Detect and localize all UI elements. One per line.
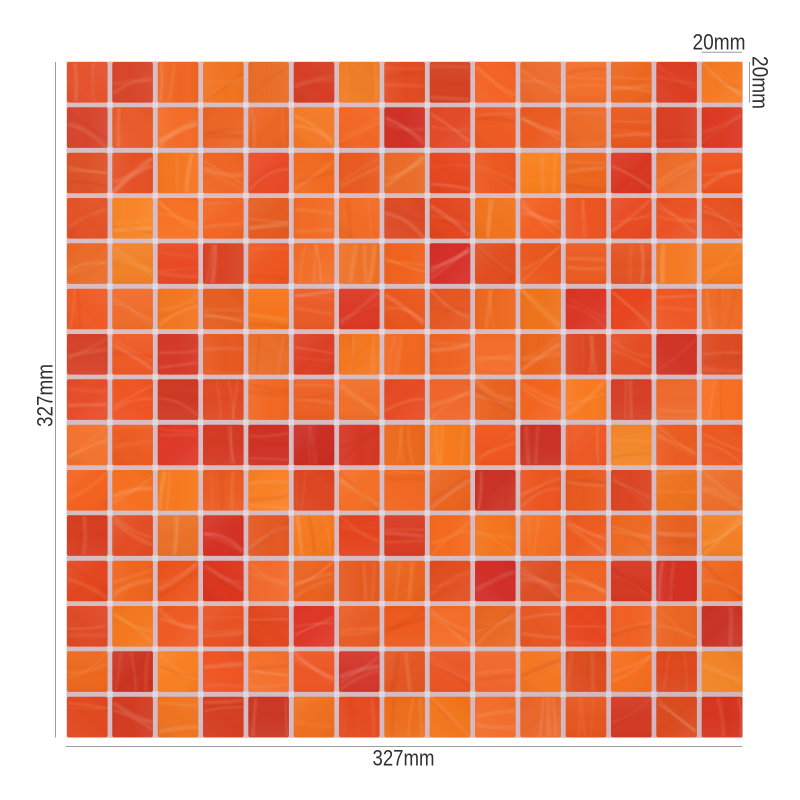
svg-text:20mm: 20mm (693, 30, 746, 55)
svg-text:327mm: 327mm (373, 746, 435, 771)
svg-text:327mm: 327mm (33, 364, 58, 427)
svg-text:20mm: 20mm (748, 56, 773, 109)
